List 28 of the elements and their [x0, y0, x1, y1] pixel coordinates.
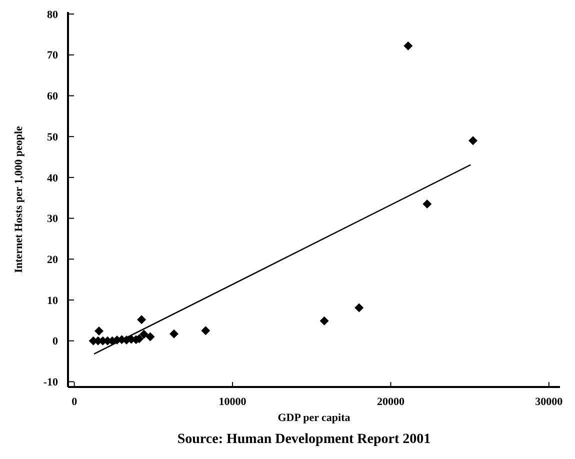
source-note: Source: Human Development Report 2001 [177, 432, 431, 447]
point [94, 326, 104, 336]
point [404, 41, 413, 50]
point [320, 316, 329, 326]
y-tick-label: -10 [43, 376, 58, 389]
x-axis-title: GDP per capita [278, 412, 351, 424]
y-tick-label: 60 [47, 90, 58, 103]
x-tick-label: 30000 [535, 396, 564, 408]
y-tick-label: 80 [47, 8, 58, 21]
y-tick-label: 0 [52, 336, 58, 348]
y-tick-label: 10 [47, 294, 58, 307]
y-tick-label: 20 [47, 254, 58, 266]
point [139, 330, 148, 339]
x-tick-label: 20000 [376, 396, 405, 408]
x-tick-label: 10000 [218, 396, 247, 408]
point [169, 329, 178, 338]
point [146, 332, 155, 342]
y-tick-label: 30 [47, 213, 58, 226]
y-tick-label: 40 [47, 172, 58, 184]
x-tick-label: 0 [72, 396, 78, 408]
point [354, 303, 364, 312]
point [137, 315, 146, 324]
point [422, 199, 432, 208]
y-tick-label: 70 [47, 50, 58, 62]
y-axis-title: Internet Hosts per 1,000 people [13, 126, 25, 273]
point [468, 136, 478, 146]
point [201, 326, 210, 336]
y-tick-label: 50 [47, 131, 58, 144]
